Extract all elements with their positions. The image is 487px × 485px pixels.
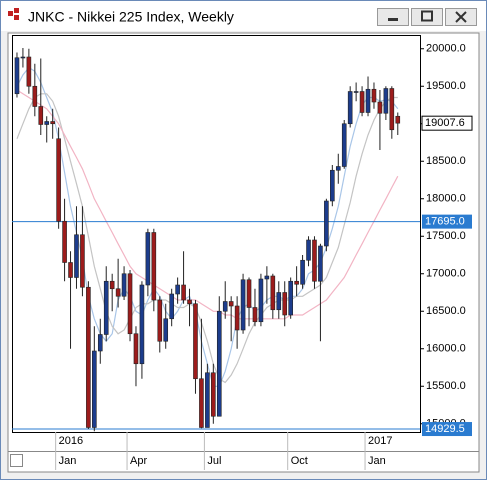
candle-body bbox=[205, 372, 210, 428]
candle-body bbox=[395, 115, 401, 124]
plot-area bbox=[12, 35, 421, 433]
candle-body bbox=[359, 91, 365, 113]
x-tick-label: Jan bbox=[59, 455, 77, 467]
candle-body bbox=[199, 378, 204, 428]
x-tick-label: Jul bbox=[207, 455, 221, 467]
candle-body bbox=[74, 234, 79, 278]
candle-body bbox=[32, 85, 38, 107]
candle-body bbox=[97, 334, 103, 352]
candle-body bbox=[228, 301, 234, 307]
candle-body bbox=[222, 301, 228, 312]
candle-body bbox=[211, 372, 216, 417]
x-tick-label: Oct bbox=[291, 455, 308, 467]
candle-body bbox=[258, 278, 264, 323]
candle-body bbox=[270, 275, 276, 311]
candle-body bbox=[56, 138, 61, 222]
close-button[interactable] bbox=[445, 8, 477, 26]
candle-body bbox=[252, 307, 258, 323]
candle-body bbox=[294, 280, 299, 285]
candle-body bbox=[187, 299, 192, 305]
candle-body bbox=[282, 292, 288, 316]
candle-body bbox=[14, 57, 20, 95]
candle-body bbox=[353, 91, 359, 93]
candle-body bbox=[80, 234, 85, 288]
candle-body bbox=[264, 275, 270, 280]
candle-body bbox=[341, 123, 347, 167]
price-label: 17695.0 bbox=[425, 216, 465, 228]
y-tick-label: 16000.0 bbox=[426, 343, 466, 355]
candle-body bbox=[50, 121, 55, 125]
candle-body bbox=[92, 350, 97, 428]
candle-body bbox=[121, 273, 127, 297]
candle-body bbox=[145, 232, 151, 286]
year-label: 2016 bbox=[59, 435, 83, 447]
y-tick-label: 20000.0 bbox=[426, 43, 466, 55]
plot: 15000.015500.016000.016500.017000.017500… bbox=[12, 43, 473, 470]
candle-body bbox=[127, 273, 133, 335]
candle-body bbox=[163, 318, 169, 342]
average-line bbox=[16, 89, 399, 320]
candle-body bbox=[181, 284, 186, 301]
y-tick-label: 17500.0 bbox=[426, 230, 466, 242]
candle-body bbox=[151, 232, 157, 301]
x-tick-label: Apr bbox=[130, 455, 147, 467]
price-box bbox=[422, 214, 472, 229]
y-tick-label: 19500.0 bbox=[426, 80, 466, 92]
candle-body bbox=[246, 279, 252, 308]
candle-body bbox=[133, 333, 139, 365]
candle-body bbox=[306, 239, 311, 261]
candle-body bbox=[216, 310, 222, 417]
candle-body bbox=[383, 88, 389, 114]
candle-body bbox=[38, 106, 44, 125]
candle-body bbox=[324, 200, 329, 247]
candle-body bbox=[86, 286, 91, 428]
candle-body bbox=[193, 303, 198, 380]
candle-body bbox=[389, 88, 395, 131]
candle-body bbox=[44, 121, 50, 125]
candle-body bbox=[377, 101, 383, 114]
y-tick-label: 15500.0 bbox=[426, 380, 466, 392]
last-price-box bbox=[421, 115, 473, 131]
candle-body bbox=[175, 284, 180, 295]
candle-body bbox=[318, 245, 323, 282]
maximize-button[interactable] bbox=[411, 8, 443, 26]
candle-body bbox=[109, 280, 115, 290]
candle-body bbox=[157, 299, 163, 342]
candle-body bbox=[335, 166, 341, 171]
price-label: 14929.5 bbox=[425, 423, 465, 435]
candle-body bbox=[26, 56, 32, 87]
candle-body bbox=[68, 262, 73, 278]
last-price-label: 19007.6 bbox=[425, 117, 465, 129]
candle-body bbox=[300, 259, 305, 285]
year-label: 2017 bbox=[368, 435, 392, 447]
candle-body bbox=[103, 280, 109, 335]
y-tick-label: 18500.0 bbox=[426, 155, 466, 167]
candle-body bbox=[276, 292, 282, 311]
minimize-button[interactable] bbox=[377, 8, 409, 26]
app-icon bbox=[8, 8, 19, 20]
price-box bbox=[422, 422, 472, 437]
x-tick-label: Jan bbox=[368, 455, 386, 467]
candle-body bbox=[234, 305, 240, 331]
y-tick-label: 17000.0 bbox=[426, 268, 466, 280]
y-tick-label: 18000.0 bbox=[426, 193, 466, 205]
candle-body bbox=[288, 280, 293, 316]
y-tick-label: 16500.0 bbox=[426, 305, 466, 317]
candle-body bbox=[20, 56, 26, 59]
candle-body bbox=[115, 288, 121, 297]
candle-body bbox=[169, 293, 174, 320]
window-title: JNKC - Nikkei 225 Index, Weekly bbox=[28, 9, 234, 25]
candle-body bbox=[312, 239, 317, 282]
scroll-button[interactable] bbox=[10, 454, 23, 467]
candle-body bbox=[365, 88, 371, 113]
candle-body bbox=[330, 169, 335, 202]
candle-body bbox=[62, 220, 67, 263]
candle-body bbox=[371, 88, 377, 103]
candle-body bbox=[347, 91, 353, 125]
candle-body bbox=[139, 284, 145, 365]
average-line bbox=[16, 93, 398, 384]
candle-body bbox=[240, 279, 246, 331]
